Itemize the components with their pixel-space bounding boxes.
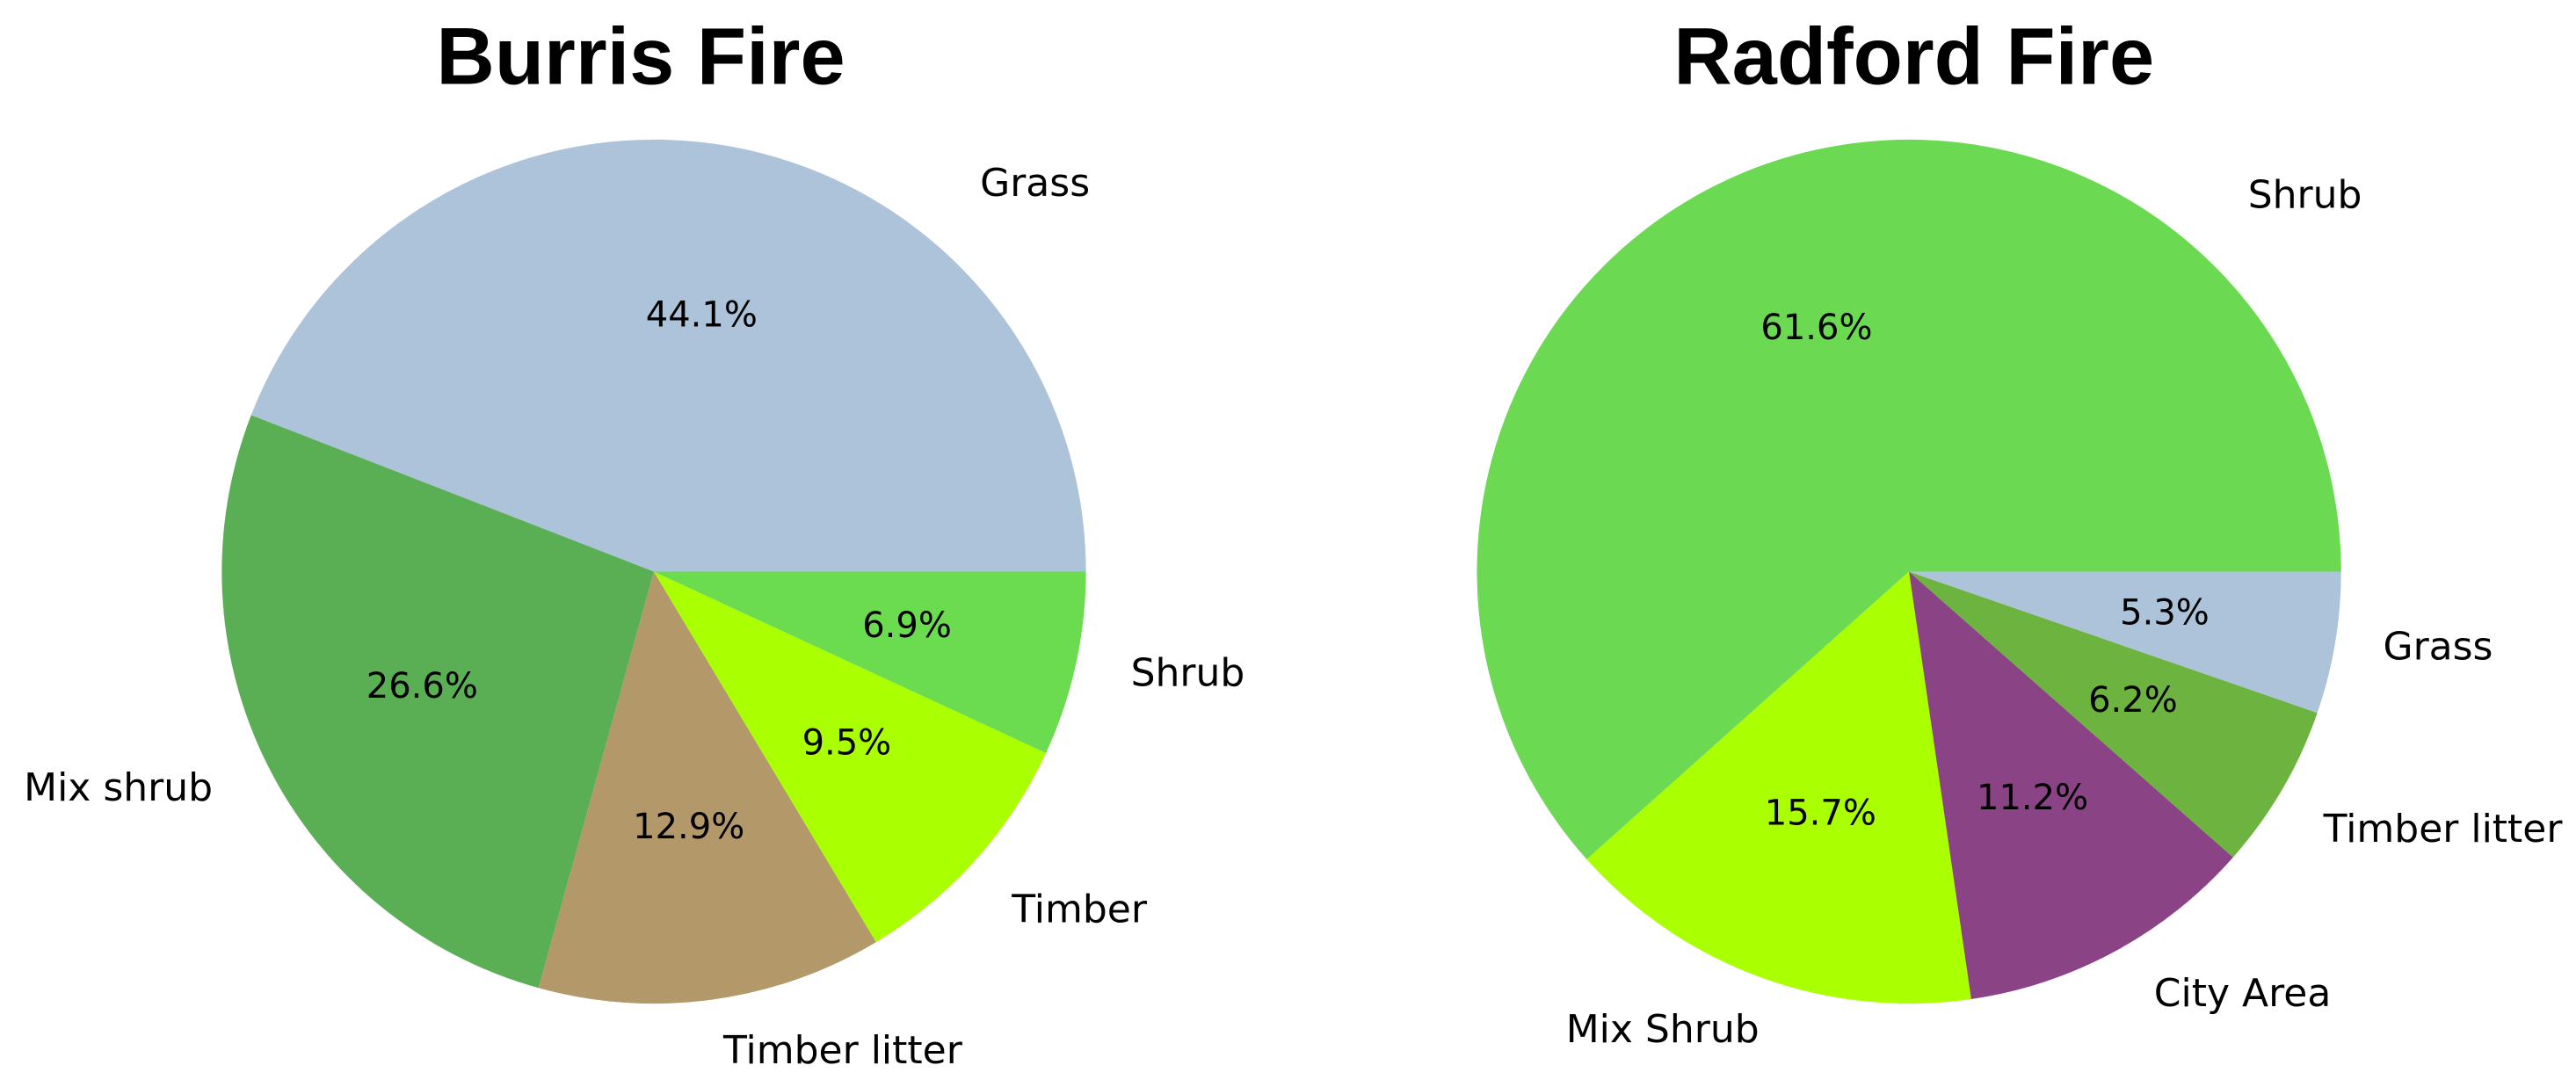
- category-label: Grass: [980, 161, 1090, 206]
- value-label: 6.9%: [862, 605, 952, 646]
- pie-slice: [221, 415, 654, 989]
- pie-slice: [1586, 571, 1971, 1004]
- value-label: 6.2%: [2088, 680, 2178, 721]
- pie-slice: [250, 139, 1086, 572]
- value-label: 11.2%: [1977, 778, 2088, 818]
- value-label: 5.3%: [2120, 592, 2210, 633]
- category-label: Mix shrub: [24, 765, 213, 810]
- pie-slice: [653, 571, 1047, 943]
- value-label: 61.6%: [1760, 308, 1872, 348]
- category-label: Shrub: [2248, 172, 2362, 217]
- value-label: 15.7%: [1765, 794, 1876, 834]
- category-label: Grass: [2383, 624, 2493, 669]
- category-label: City Area: [2154, 971, 2331, 1016]
- pie-slice: [653, 571, 1086, 754]
- category-label: Timber litter: [2323, 807, 2564, 851]
- pie-slice: [1909, 571, 2233, 999]
- pie-slice: [1477, 139, 2341, 859]
- pie-slice: [538, 571, 876, 1004]
- pie-slice: [1909, 571, 2318, 858]
- category-label: Timber litter: [722, 1028, 963, 1073]
- value-label: 9.5%: [802, 723, 892, 764]
- chart-title: Radford Fire: [1673, 11, 2154, 101]
- value-label: 26.6%: [366, 666, 478, 707]
- value-label: 44.1%: [646, 295, 758, 336]
- pie-slice: [1909, 571, 2341, 714]
- category-label: Mix Shrub: [1566, 1007, 1760, 1052]
- category-label: Shrub: [1131, 650, 1245, 695]
- value-label: 12.9%: [633, 807, 744, 847]
- category-label: Timber: [1011, 887, 1148, 931]
- chart-title: Burris Fire: [436, 11, 845, 101]
